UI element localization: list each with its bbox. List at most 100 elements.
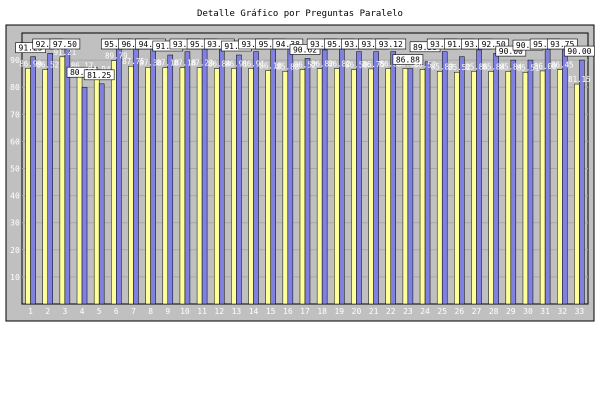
data-label-series-1: 85.52: [448, 63, 471, 72]
data-label-box: [83, 69, 115, 81]
data-label-series-2: 90.00: [499, 47, 523, 56]
data-label-series-1: 86.50: [345, 61, 368, 70]
chart-title: Detalle Gráfico por Preguntas Paralelo: [197, 9, 403, 19]
bar-series-1: [368, 68, 374, 305]
bar-series-2: [459, 56, 465, 305]
data-label-box: [49, 38, 81, 50]
x-tick-label: 16: [283, 307, 293, 316]
bar-series-2: [201, 46, 208, 305]
bar-series-2: [527, 59, 534, 305]
data-label-box: [546, 38, 578, 50]
data-label-series-1: 87.18: [156, 59, 179, 68]
data-label-series-2: 96.88: [121, 40, 145, 49]
data-label-series-2: 93.12: [362, 40, 386, 49]
bar-series-2: [373, 51, 379, 305]
x-tick-label: 31: [540, 307, 550, 316]
bar-series-2: [47, 53, 53, 305]
x-tick-label: 2: [45, 307, 50, 316]
x-tick-label: 20: [352, 307, 362, 316]
x-tick-label: 3: [62, 307, 67, 316]
data-label-series-1: 91.21: [54, 48, 77, 57]
x-tick-label: 14: [249, 307, 259, 316]
y-tick-label: 70: [10, 110, 20, 119]
bar-series-1: [316, 68, 323, 305]
x-tick-label: 6: [114, 307, 119, 316]
data-label-series-2: 95.00: [190, 40, 214, 49]
y-tick-label: 20: [10, 246, 20, 255]
x-tick-label: 29: [506, 307, 516, 316]
data-label-series-2: 89.38: [413, 43, 437, 52]
bar-series-1: [402, 68, 409, 305]
data-label-series-1: 86.00: [534, 62, 557, 71]
x-tick-label: 24: [420, 307, 430, 316]
data-label-series-2: 94.38: [276, 40, 300, 49]
bar-series-1: [488, 71, 494, 305]
data-label-series-1: 84.94: [88, 65, 111, 74]
data-label-series-2: 81.25: [87, 71, 111, 80]
y-tick-label: 60: [10, 137, 20, 146]
bar-series-2: [253, 51, 259, 305]
x-tick-label: 4: [80, 307, 85, 316]
data-label-series-2: 86.88: [396, 56, 420, 65]
bar-series-1: [162, 67, 169, 305]
x-tick-label: 12: [214, 307, 224, 316]
bar-series-2: [184, 51, 191, 305]
bar-series-1: [213, 68, 220, 305]
bar-series-1: [454, 71, 460, 305]
bar-series-1: [59, 56, 66, 305]
bar-series-2: [218, 49, 225, 305]
bar-series-2: [424, 61, 431, 305]
bar-series-1: [93, 73, 100, 305]
data-label-series-2: 94.38: [139, 40, 163, 49]
data-label-series-1: 89.79: [105, 52, 128, 61]
bar-series-1: [282, 71, 289, 305]
bar-series-1: [248, 68, 254, 305]
bar-series-2: [133, 41, 139, 305]
x-tick-label: 8: [148, 307, 153, 316]
bar-series-1: [522, 72, 529, 305]
bar-series-1: [76, 70, 83, 305]
bar-series-1: [505, 71, 512, 305]
bar-series-2: [390, 51, 397, 305]
data-label-box: [392, 54, 424, 65]
data-label-series-2: 93.12: [173, 40, 197, 49]
data-label-box: [495, 45, 527, 57]
bar-series-2: [304, 58, 311, 305]
labels-layer: 86.9991.2586.5292.5091.2197.5086.1780.00…: [15, 38, 595, 84]
data-label-series-2: 90.62: [293, 45, 317, 54]
data-label-series-1: 81.15: [568, 75, 591, 84]
data-label-series-2: 91.25: [447, 40, 471, 49]
bar-series-2: [270, 44, 276, 305]
y-tick-label: 80: [10, 83, 20, 92]
data-label-series-1: 86.91: [242, 59, 265, 68]
bar-series-1: [436, 71, 443, 305]
data-label-series-1: 87.30: [139, 58, 162, 67]
y-tick-label: 10: [10, 273, 20, 282]
bar-series-1: [557, 69, 563, 305]
data-label-series-2: 95.62: [259, 40, 283, 49]
data-label-series-1: 86.82: [328, 60, 351, 69]
data-label-series-1: 86.52: [294, 61, 317, 70]
bar-series-2: [493, 53, 499, 305]
x-tick-label: 7: [131, 307, 136, 316]
x-tick-label: 22: [386, 307, 396, 316]
data-label-box: [289, 44, 321, 55]
bar-series-1: [419, 69, 426, 305]
data-label-series-1: 85.88: [277, 62, 300, 71]
data-label-series-2: 95.62: [104, 40, 128, 49]
x-tick-label: 18: [317, 307, 327, 316]
data-label-series-1: 85.83: [431, 62, 454, 71]
data-label-series-1: 86.45: [551, 61, 574, 70]
bar-series-1: [574, 83, 580, 305]
data-label-series-1: 86.99: [19, 59, 42, 68]
data-label-series-1: 86.88: [379, 60, 402, 69]
bar-series-1: [299, 69, 306, 305]
data-label-box: [564, 45, 595, 57]
data-label-box: [375, 38, 407, 50]
data-label-series-2: 92.50: [482, 40, 506, 49]
data-label-series-2: 93.12: [241, 40, 265, 49]
data-label-series-1: 86.17: [71, 61, 94, 70]
bar-series-2: [356, 51, 362, 305]
x-tick-label: 5: [97, 307, 102, 316]
bar-series-1: [265, 70, 271, 305]
